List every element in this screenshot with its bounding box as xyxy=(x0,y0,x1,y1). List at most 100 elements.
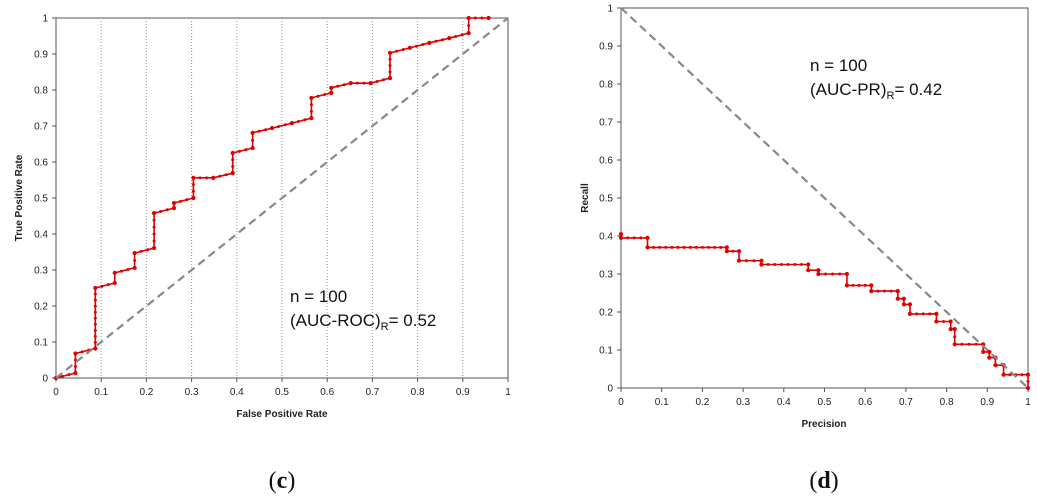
pr-curve-point xyxy=(869,289,874,294)
roc-curve-marker xyxy=(237,149,241,153)
pr-y-tick-label: 0.1 xyxy=(599,346,613,357)
pr-curve-marker xyxy=(676,245,680,249)
pr-x-tick-label: 0.4 xyxy=(777,397,791,408)
pr-curve-point xyxy=(806,262,811,267)
roc-curve-marker xyxy=(303,118,307,122)
roc-curve-marker xyxy=(454,34,458,38)
roc-y-tick-label: 0.6 xyxy=(34,158,48,169)
roc-curve-marker xyxy=(244,148,248,152)
roc-y-tick-label: 0.1 xyxy=(34,338,48,349)
pr-y-tick-label: 0.2 xyxy=(599,308,613,319)
roc-curve-point xyxy=(73,351,78,356)
pr-curve-point xyxy=(987,355,992,360)
roc-curve-point xyxy=(93,285,98,291)
pr-curve-point xyxy=(736,249,742,254)
roc-curve-marker xyxy=(133,258,137,262)
pr-curve-marker xyxy=(876,289,880,293)
roc-y-tick-label: 0.7 xyxy=(34,122,48,133)
roc-curve-marker xyxy=(382,78,386,82)
roc-curve-point xyxy=(289,121,295,126)
roc-curve-marker xyxy=(388,57,392,61)
roc-curve-marker xyxy=(205,176,209,180)
pr-curve-marker xyxy=(707,245,711,249)
roc-curve-marker xyxy=(198,176,202,180)
roc-x-tick-label: 0.5 xyxy=(275,387,289,398)
pr-curve-marker xyxy=(800,263,804,266)
pr-curve-marker xyxy=(1020,373,1024,377)
pr-x-tick-label: 0.8 xyxy=(940,397,954,408)
roc-curve-marker xyxy=(93,298,97,302)
roc-curve-point xyxy=(407,45,413,50)
roc-curve-marker xyxy=(126,268,130,272)
roc-x-ticks: 0 0.1 0.2 0.3 0.4 0.5 0.6 0.7 0.8 0.9 1 xyxy=(53,378,511,398)
pr-x-tick-label: 0.2 xyxy=(695,397,709,408)
roc-curve-marker xyxy=(152,218,156,222)
pr-curve-point xyxy=(618,232,624,237)
pr-diagonal-reference-line xyxy=(620,7,1029,389)
roc-curve-point xyxy=(132,250,137,256)
roc-curve-marker xyxy=(441,38,445,42)
roc-y-tick-label: 0 xyxy=(42,374,48,385)
roc-curve-marker xyxy=(106,283,110,287)
pr-curve-point xyxy=(907,302,913,307)
pr-curve-marker xyxy=(786,263,790,266)
roc-curve-marker xyxy=(93,334,97,338)
roc-curve-marker xyxy=(231,164,235,168)
pr-curve-marker xyxy=(915,312,919,316)
pr-curve-marker xyxy=(928,312,932,316)
caption-c-close: ) xyxy=(287,468,295,494)
roc-x-tick-label: 0.1 xyxy=(94,387,108,398)
roc-curve-point xyxy=(329,90,334,95)
roc-curve-marker xyxy=(480,16,484,20)
roc-curve-marker xyxy=(421,43,425,47)
roc-y-tick-label: 1 xyxy=(42,14,48,25)
caption-d-letter: d xyxy=(817,468,831,494)
roc-curve-marker xyxy=(309,109,313,113)
pr-x-tick-label: 0 xyxy=(618,397,624,408)
roc-curve-point xyxy=(93,346,98,351)
pr-curve-point xyxy=(895,289,900,294)
roc-y-tick-label: 0.2 xyxy=(34,302,48,313)
pr-y-tick-label: 0.5 xyxy=(599,194,613,205)
roc-x-tick-label: 0 xyxy=(53,387,59,398)
pr-curve-marker xyxy=(682,245,686,249)
roc-curve-marker xyxy=(375,79,379,83)
pr-curve-point xyxy=(806,268,811,273)
caption-d-close: ) xyxy=(831,468,839,494)
roc-curve-marker xyxy=(388,70,392,74)
pr-curve-marker xyxy=(719,245,723,249)
roc-curve-point xyxy=(132,265,137,270)
pr-curve-marker xyxy=(694,245,698,249)
pr-curve-point xyxy=(759,258,764,263)
pr-curve-marker xyxy=(857,283,861,287)
pr-curve-point xyxy=(948,319,953,324)
roc-gridlines xyxy=(100,18,464,378)
pr-curve-marker xyxy=(942,320,946,323)
pr-curve-marker xyxy=(883,289,887,293)
pr-curve-marker xyxy=(953,335,957,339)
roc-curve-marker xyxy=(191,183,195,187)
roc-curve-marker xyxy=(414,44,418,48)
roc-curve-marker xyxy=(467,24,471,28)
pr-curve-point xyxy=(816,271,821,277)
pr-curve-marker xyxy=(652,245,656,249)
pr-y-axis-title: Recall xyxy=(580,183,591,213)
roc-curve-point xyxy=(230,171,235,176)
pr-curve-marker xyxy=(658,245,662,249)
roc-annotation-n: n = 100 xyxy=(290,287,347,306)
pr-auc-label: (AUC-PR) xyxy=(810,80,887,99)
pr-curve-point xyxy=(618,235,624,240)
pr-curve-point xyxy=(844,283,849,288)
roc-diagonal-reference-line xyxy=(55,17,509,379)
roc-curve-marker xyxy=(316,94,320,98)
caption-c: (c) xyxy=(269,468,296,494)
pr-curve-marker xyxy=(639,236,643,240)
pr-y-tick-label: 0.8 xyxy=(599,80,613,91)
pr-curve-point xyxy=(816,268,821,273)
pr-curve-point xyxy=(1025,385,1031,391)
roc-curve-point xyxy=(309,115,314,121)
pr-curve-marker xyxy=(824,272,828,276)
roc-curve-marker xyxy=(362,81,366,85)
roc-curve-marker xyxy=(185,198,189,202)
